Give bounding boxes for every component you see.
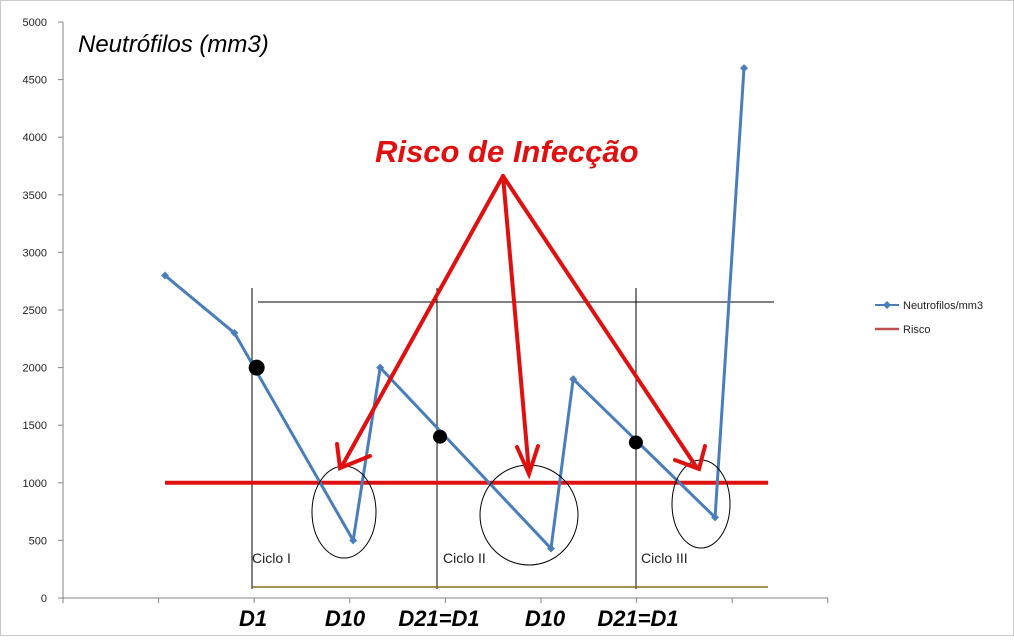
x-tick-marks [62, 598, 829, 603]
x-label-d10-a: D10 [325, 606, 366, 631]
y-tick-label: 2000 [23, 363, 47, 375]
x-label-d21-a: D21=D1 [398, 606, 479, 631]
data-point [711, 513, 720, 522]
x-labels: D1 D10 D21=D1 D10 D21=D1 [239, 606, 679, 631]
key-point [433, 429, 448, 444]
arrowhead-3 [673, 444, 707, 472]
annotation-arrows [335, 174, 707, 480]
cycle-label-2: Ciclo II [443, 550, 486, 566]
arrow-to-cycle-2 [501, 174, 531, 474]
y-tick-label: 3500 [23, 190, 47, 202]
data-point [376, 363, 385, 372]
y-tick-label: 2500 [23, 305, 47, 317]
y-tick-label: 4500 [23, 75, 47, 87]
data-point [569, 375, 578, 384]
legend: Neutrofilos/mm3 Risco [875, 300, 983, 336]
y-tick-label: 4000 [23, 132, 47, 144]
key-point [248, 359, 265, 376]
legend-marker-neutrofilos [883, 301, 891, 309]
y-tick-label: 1000 [23, 478, 47, 490]
data-point [740, 64, 748, 73]
cycle-label-3: Ciclo III [641, 550, 688, 566]
x-label-d10-b: D10 [525, 606, 566, 631]
y-tick-label: 500 [29, 535, 47, 547]
y-tick-label: 3000 [23, 247, 47, 259]
data-point [547, 544, 555, 553]
data-point [230, 329, 239, 338]
legend-label-neutrofilos: Neutrofilos/mm3 [903, 300, 983, 312]
x-label-d1: D1 [239, 606, 267, 631]
key-points [248, 359, 643, 450]
y-tick-label: 0 [41, 593, 47, 605]
data-point [161, 271, 169, 280]
annotation-title: Risco de Infecção [375, 134, 639, 169]
arrowhead-2 [515, 444, 540, 480]
data-point [349, 536, 358, 545]
x-label-d21-b: D21=D1 [597, 606, 678, 631]
y-tick-labels: 0 500 1000 1500 2000 2500 3000 3500 4000 4500 5000 [23, 17, 63, 605]
y-tick-label: 5000 [23, 17, 47, 29]
arrow-to-cycle-3 [501, 174, 699, 470]
y-tick-label: 1500 [23, 420, 47, 432]
arrow-to-cycle-1 [340, 174, 505, 468]
legend-label-risco: Risco [903, 324, 931, 336]
cycle-label-1: Ciclo I [252, 550, 291, 566]
chart-title: Neutrófilos (mm3) [78, 31, 269, 58]
arrowhead-1 [335, 442, 372, 471]
key-point [628, 435, 643, 450]
